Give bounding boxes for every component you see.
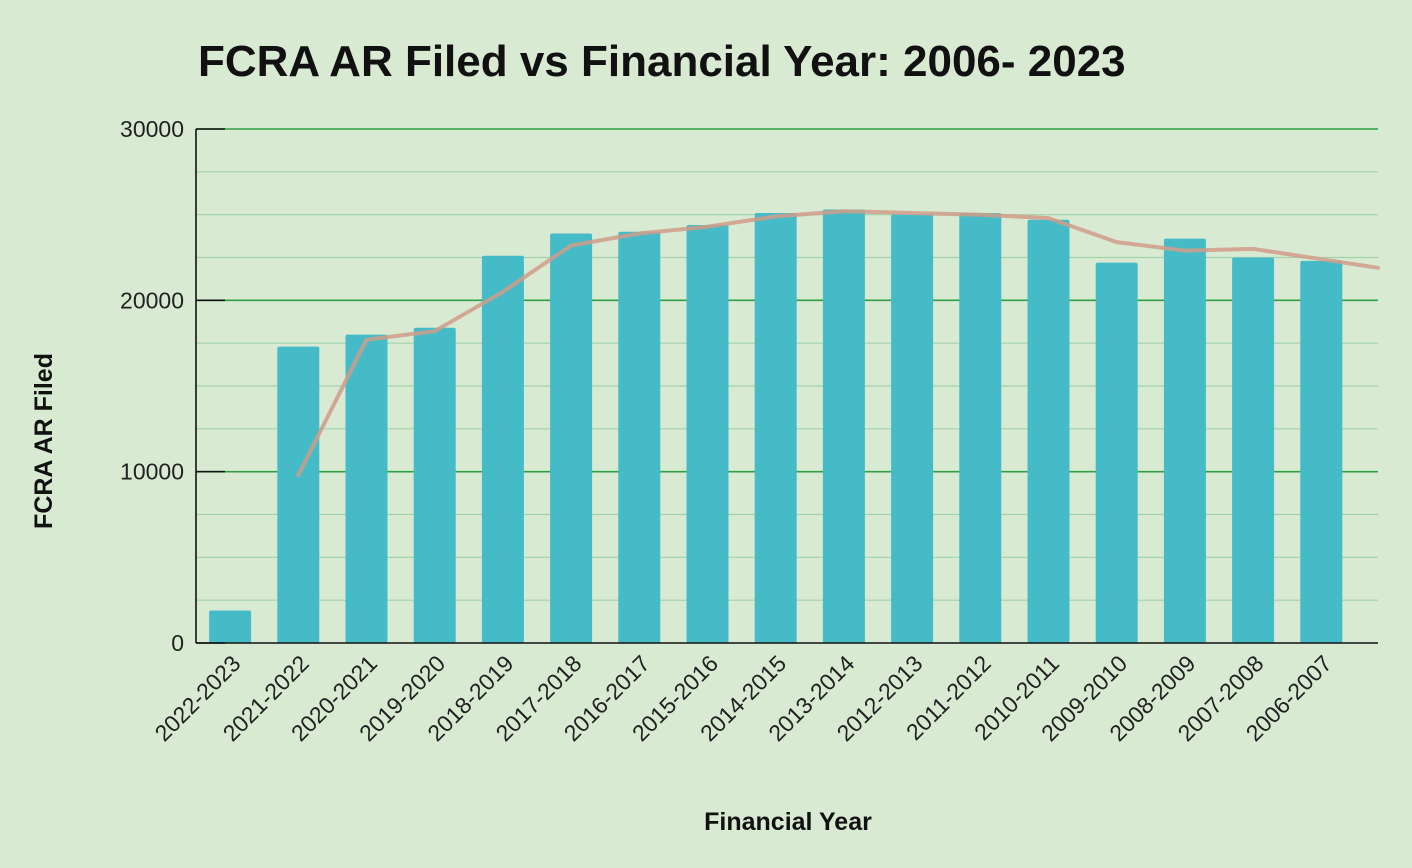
bar [891, 214, 934, 643]
y-tick-label: 10000 [120, 459, 184, 485]
bar [1163, 238, 1206, 644]
bar [413, 327, 456, 643]
y-tick-label: 30000 [120, 116, 184, 142]
axes [195, 128, 1378, 644]
bar [1232, 257, 1275, 643]
bar [754, 212, 797, 643]
x-axis-title: Financial Year [704, 808, 872, 836]
y-tick-labels: 0 10000 20000 30000 [120, 116, 184, 656]
bar [822, 209, 865, 643]
y-tick-label: 20000 [120, 287, 184, 313]
chart-title: FCRA AR Filed vs Financial Year: 2006- 2… [198, 37, 1126, 86]
bar [1095, 262, 1138, 643]
bar [618, 231, 661, 644]
bar [345, 334, 388, 643]
y-axis-title: FCRA AR Filed [30, 353, 58, 529]
bar [1027, 219, 1070, 643]
trend-line-series [296, 209, 1380, 478]
bar [481, 255, 524, 643]
bar [209, 610, 252, 643]
y-tick-label: 0 [171, 630, 184, 656]
bar [686, 224, 729, 644]
bar [550, 233, 593, 643]
bar-series [209, 209, 1343, 644]
bar [277, 346, 320, 643]
bar [959, 212, 1002, 643]
trend-line [296, 209, 1380, 478]
bar [1300, 260, 1343, 643]
